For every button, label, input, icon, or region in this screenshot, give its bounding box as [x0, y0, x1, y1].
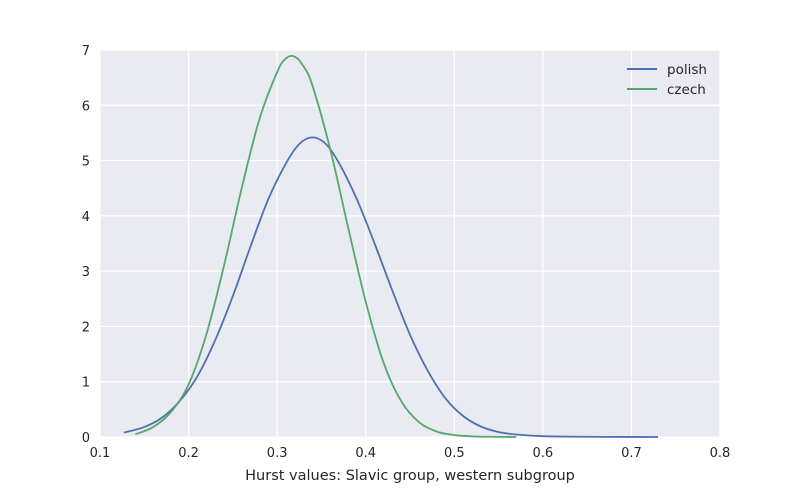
- x-tick-label: 0.2: [178, 446, 199, 461]
- series-lines: [123, 54, 659, 438]
- x-tick-label: 0.4: [355, 446, 376, 461]
- series-line-czech: [135, 54, 517, 438]
- x-tick-label: 0.7: [621, 446, 642, 461]
- x-tick-labels: 0.1 0.2 0.3 0.4 0.5 0.6 0.7 0.8: [90, 446, 731, 461]
- y-tick-label: 5: [82, 155, 90, 170]
- y-tick-label: 1: [82, 376, 90, 391]
- y-tick-labels: 0 1 2 3 4 5 6 7: [82, 44, 90, 446]
- x-tick-label: 0.5: [444, 446, 465, 461]
- y-tick-label: 3: [82, 265, 90, 280]
- y-tick-label: 6: [82, 99, 90, 114]
- y-tick-label: 7: [82, 44, 90, 59]
- x-tick-label: 0.1: [90, 446, 111, 461]
- legend-label-polish: polish: [667, 62, 707, 78]
- x-axis-label: Hurst values: Slavic group, western subg…: [245, 468, 575, 484]
- legend: polish czech: [627, 62, 707, 98]
- grid: [99, 49, 721, 438]
- x-tick-label: 0.8: [710, 446, 731, 461]
- y-tick-label: 2: [82, 320, 90, 335]
- series-line-polish: [123, 136, 659, 438]
- legend-label-czech: czech: [667, 82, 706, 98]
- plot-area: [100, 50, 720, 437]
- x-tick-label: 0.6: [533, 446, 554, 461]
- y-tick-label: 4: [82, 210, 90, 225]
- x-tick-label: 0.3: [267, 446, 288, 461]
- y-tick-label: 0: [82, 431, 90, 446]
